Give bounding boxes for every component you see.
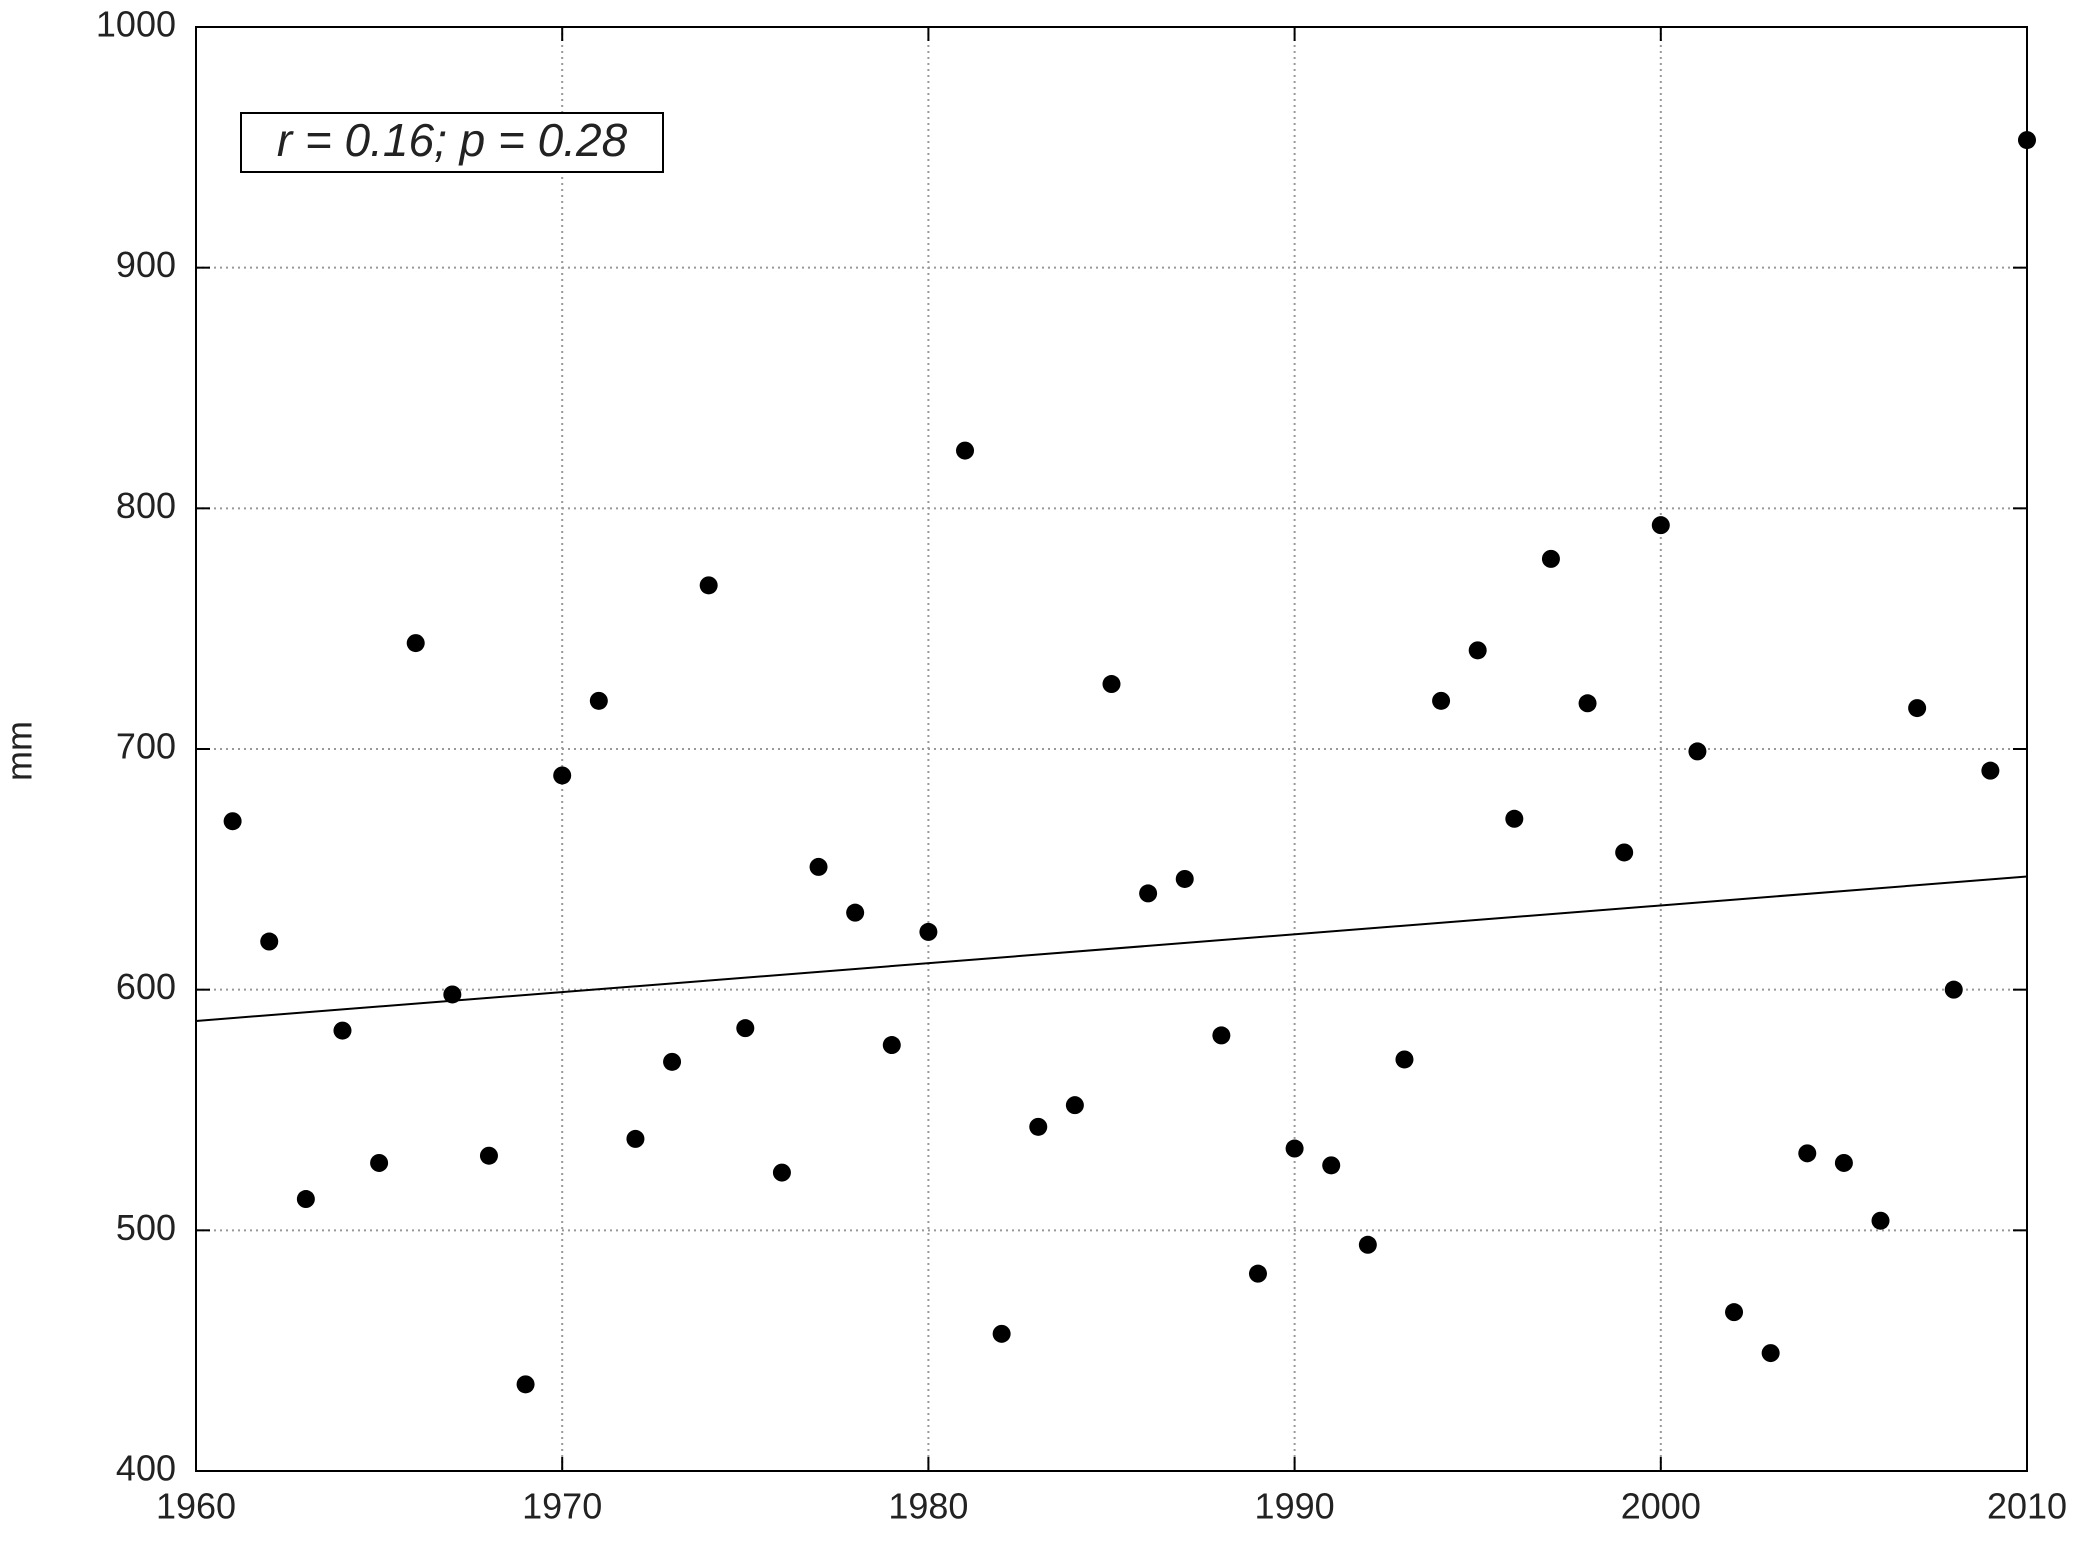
x-tick-label: 2010 — [1987, 1486, 2067, 1527]
data-point — [1541, 549, 1560, 568]
data-point — [882, 1036, 901, 1055]
data-point — [1395, 1050, 1414, 1069]
annotation-box — [240, 112, 664, 173]
data-point — [1358, 1235, 1377, 1254]
x-tick-label: 1970 — [522, 1486, 602, 1527]
y-tick-label: 1000 — [96, 4, 176, 45]
data-point — [626, 1129, 645, 1148]
data-point — [1761, 1344, 1780, 1363]
data-point — [296, 1190, 315, 1209]
data-point — [772, 1163, 791, 1182]
data-point — [260, 932, 279, 951]
data-point — [919, 922, 938, 941]
data-point — [223, 812, 242, 831]
data-point — [1212, 1026, 1231, 1045]
data-point — [846, 903, 865, 922]
y-tick-label: 800 — [116, 485, 176, 526]
data-point — [1102, 675, 1121, 694]
data-point — [1248, 1264, 1267, 1283]
data-point — [1322, 1156, 1341, 1175]
data-point — [1285, 1139, 1304, 1158]
data-point — [1578, 694, 1597, 713]
data-point — [1065, 1096, 1084, 1115]
x-tick-label: 1980 — [888, 1486, 968, 1527]
data-point — [663, 1052, 682, 1071]
data-point — [370, 1153, 389, 1172]
y-axis-label: mm — [0, 721, 40, 781]
data-point — [1944, 980, 1963, 999]
data-point — [1725, 1303, 1744, 1322]
data-point — [992, 1324, 1011, 1343]
data-point — [1981, 761, 2000, 780]
y-tick-label: 500 — [116, 1207, 176, 1248]
data-point — [736, 1019, 755, 1038]
data-point — [956, 441, 975, 460]
y-tick-label: 600 — [116, 966, 176, 1007]
data-point — [443, 985, 462, 1004]
x-tick-label: 1990 — [1255, 1486, 1335, 1527]
data-point — [1834, 1153, 1853, 1172]
data-point — [699, 576, 718, 595]
data-point — [1468, 641, 1487, 660]
data-point — [1688, 742, 1707, 761]
y-tick-label: 700 — [116, 726, 176, 767]
trend-line — [195, 875, 2028, 1022]
x-tick-label: 2000 — [1621, 1486, 1701, 1527]
data-point — [589, 691, 608, 710]
data-point — [406, 634, 425, 653]
data-point — [809, 857, 828, 876]
data-point — [479, 1146, 498, 1165]
data-point — [1505, 809, 1524, 828]
y-tick-label: 900 — [116, 244, 176, 285]
data-point — [1908, 699, 1927, 718]
y-tick-label: 400 — [116, 1448, 176, 1489]
x-tick-label: 1960 — [156, 1486, 236, 1527]
data-point — [1139, 884, 1158, 903]
data-point — [1175, 869, 1194, 888]
data-point — [1029, 1117, 1048, 1136]
data-point — [1871, 1211, 1890, 1230]
data-point — [1432, 691, 1451, 710]
annotation: r = 0.16; p = 0.28 — [277, 114, 628, 166]
data-point — [1615, 843, 1634, 862]
plot-frame — [195, 26, 2028, 1472]
data-point — [1798, 1144, 1817, 1163]
data-point — [1651, 516, 1670, 535]
data-point — [553, 766, 572, 785]
data-point — [333, 1021, 352, 1040]
data-point — [516, 1375, 535, 1394]
data-point — [2018, 131, 2036, 150]
